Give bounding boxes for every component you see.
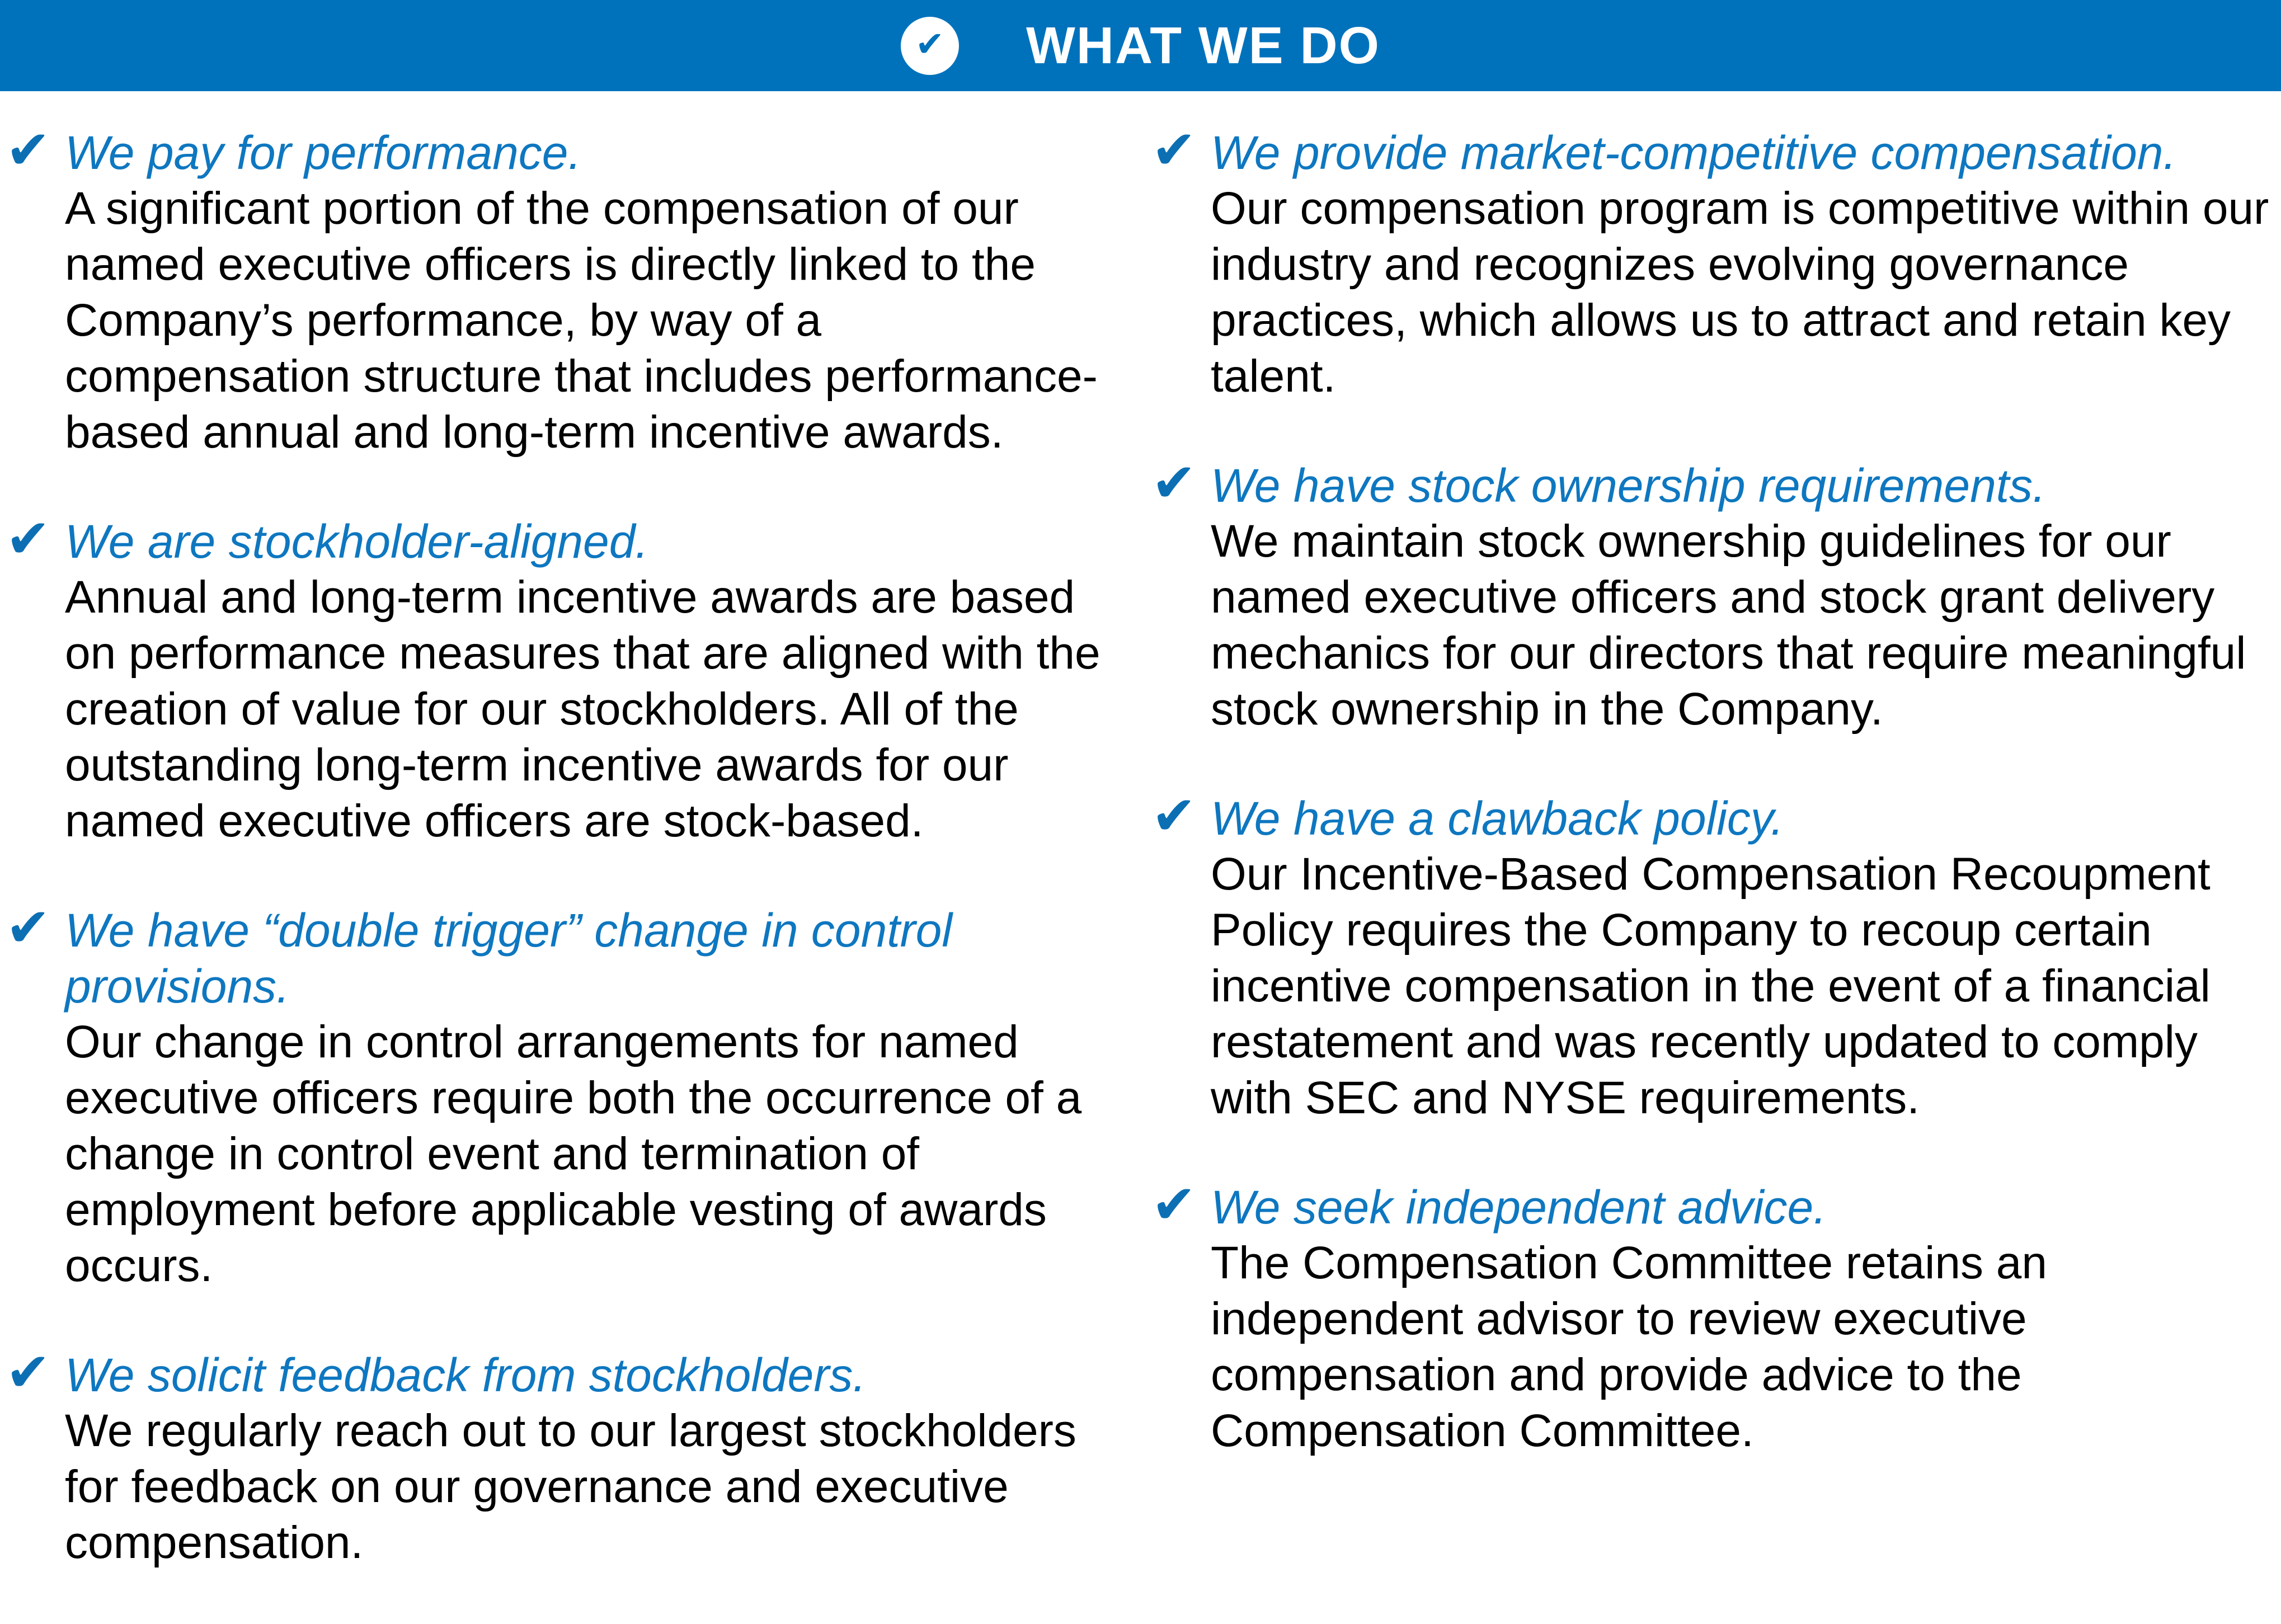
item-body: The Compensation Committee retains an in… xyxy=(1211,1237,2047,1456)
check-icon: ✔ xyxy=(1151,1175,1197,1235)
right-column: ✔ We provide market-competitive compensat… xyxy=(1151,120,2281,1624)
check-icon: ✔ xyxy=(915,25,944,64)
practice-item: ✔ We are stockholder-aligned. Annual and l… xyxy=(6,509,1151,849)
item-heading: We are stockholder-aligned. xyxy=(65,515,648,568)
check-icon: ✔ xyxy=(1151,786,1197,846)
item-body: Annual and long-term incentive awards ar… xyxy=(65,572,1100,846)
item-text: We have stock ownership requirements. We … xyxy=(1211,458,2281,737)
item-heading: We solicit feedback from stockholders. xyxy=(65,1349,866,1401)
check-icon: ✔ xyxy=(6,1343,51,1402)
practice-item: ✔ We seek independent advice. The Compensa… xyxy=(1151,1175,2281,1459)
item-heading: We provide market-competitive compensati… xyxy=(1211,126,2176,179)
check-badge: ✔ xyxy=(901,16,959,75)
item-heading: We seek independent advice. xyxy=(1211,1181,1827,1234)
item-text: We provide market-competitive compensati… xyxy=(1211,125,2281,404)
check-icon: ✔ xyxy=(6,120,51,180)
section-header: ✔ WHAT WE DO xyxy=(0,0,2281,91)
check-icon: ✔ xyxy=(6,509,51,569)
item-text: We seek independent advice. The Compensat… xyxy=(1211,1179,2281,1459)
section-title: WHAT WE DO xyxy=(1026,16,1380,74)
item-body: A significant portion of the compensatio… xyxy=(65,183,1098,458)
item-text: We are stockholder-aligned. Annual and lo… xyxy=(65,514,1106,849)
check-icon: ✔ xyxy=(1151,120,1197,180)
practice-item: ✔ We have stock ownership requirements. We… xyxy=(1151,453,2281,737)
practice-item: ✔ We provide market-competitive compensat… xyxy=(1151,120,2281,404)
item-body: Our Incentive-Based Compensation Recoupm… xyxy=(1211,849,2211,1123)
item-text: We have a clawback policy. Our Incentive-… xyxy=(1211,790,2281,1126)
item-heading: We have a clawback policy. xyxy=(1211,792,1784,845)
item-text: We pay for performance. A significant por… xyxy=(65,125,1106,460)
item-heading: We have “double trigger” change in contr… xyxy=(65,904,953,1013)
item-heading: We pay for performance. xyxy=(65,126,581,179)
practice-item: ✔ We pay for performance. A significant po… xyxy=(6,120,1151,460)
item-heading: We have stock ownership requirements. xyxy=(1211,459,2046,512)
practice-item: ✔ We solicit feedback from stockholders. W… xyxy=(6,1343,1151,1571)
practice-item: ✔ We have a clawback policy. Our Incentive… xyxy=(1151,786,2281,1126)
item-body: Our change in control arrangements for n… xyxy=(65,1016,1082,1291)
item-body: We maintain stock ownership guidelines f… xyxy=(1211,516,2246,735)
check-icon: ✔ xyxy=(1151,453,1197,513)
item-text: We solicit feedback from stockholders. We… xyxy=(65,1347,1106,1571)
practice-item: ✔ We have “double trigger” change in cont… xyxy=(6,898,1151,1294)
item-body: Our compensation program is competitive … xyxy=(1211,183,2269,402)
left-column: ✔ We pay for performance. A significant po… xyxy=(6,120,1151,1624)
item-text: We have “double trigger” change in contr… xyxy=(65,902,1106,1294)
check-icon: ✔ xyxy=(6,898,51,958)
what-we-do-panel: ✔ We pay for performance. A significant po… xyxy=(0,91,2281,1624)
item-body: We regularly reach out to our largest st… xyxy=(65,1405,1076,1568)
